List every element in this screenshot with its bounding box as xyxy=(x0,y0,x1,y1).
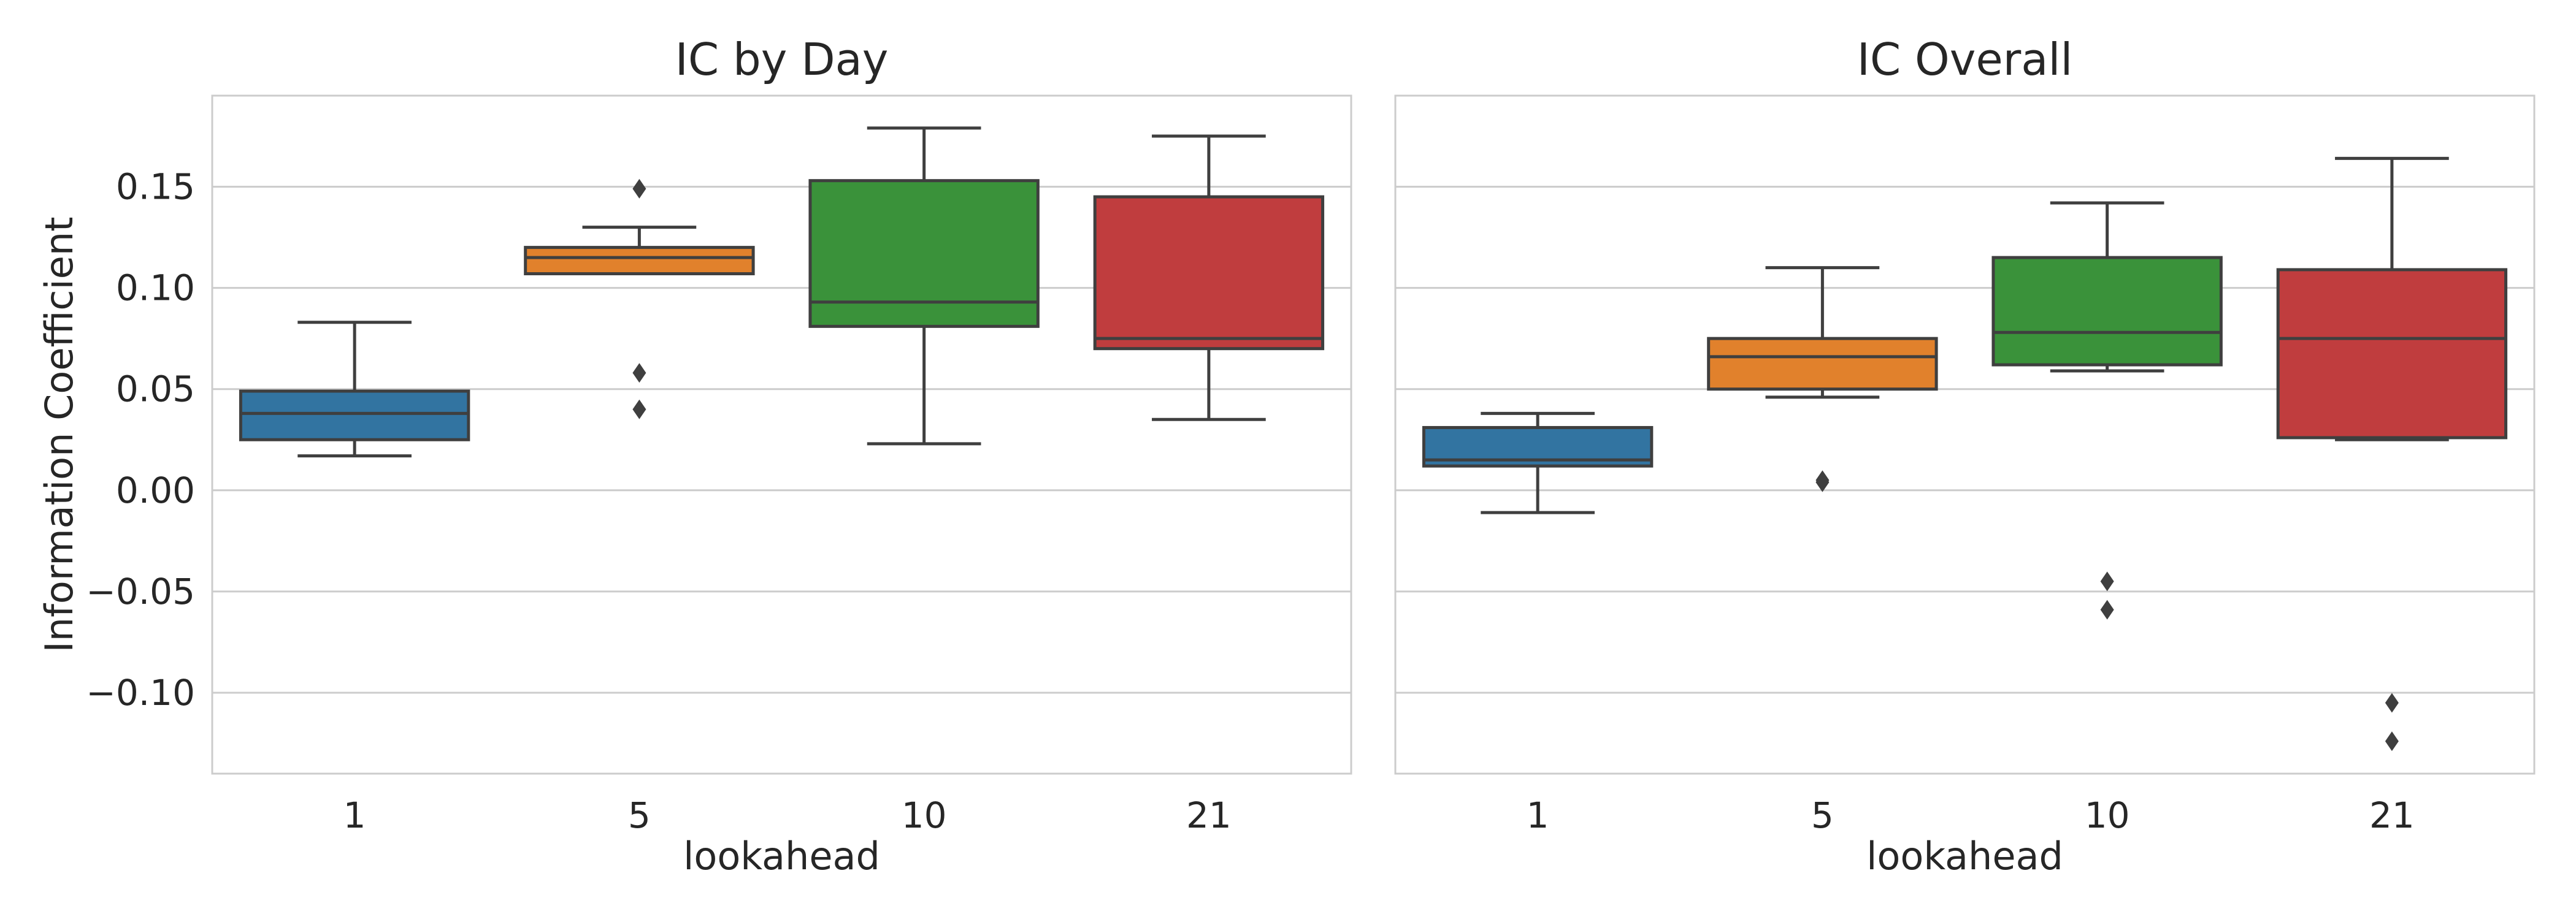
x-axis-label: lookahead xyxy=(1866,834,2063,878)
outlier-point xyxy=(1815,472,1830,492)
box-iqr xyxy=(808,179,1040,328)
box-21 xyxy=(1093,134,1325,421)
plot-frame xyxy=(211,94,1352,775)
outlier-point xyxy=(2385,731,2399,752)
outlier-point xyxy=(2100,571,2114,592)
box-10 xyxy=(1991,201,2223,620)
x-axis-label: lookahead xyxy=(683,834,880,878)
chart-title: IC by Day xyxy=(675,34,889,85)
outlier-point xyxy=(632,399,646,419)
y-tick-label: 0.00 xyxy=(116,470,195,511)
box-5 xyxy=(524,178,755,419)
x-tick-label: 5 xyxy=(628,794,651,836)
plot-frame xyxy=(1394,94,2536,775)
y-tick-label: −0.10 xyxy=(86,672,195,714)
x-tick-label: 1 xyxy=(1527,794,1549,836)
box-21 xyxy=(2276,156,2508,752)
x-tick-label: 10 xyxy=(902,794,947,836)
box-iqr xyxy=(1991,256,2223,367)
chart-panel-1: −0.10 −0.05 0.00 0.05 0.10 0.15 1 5 10 21 IC by Da… xyxy=(37,34,1352,878)
y-tick-label: 0.05 xyxy=(116,368,195,410)
y-tick-label: 0.15 xyxy=(116,166,195,208)
x-tick-label: 1 xyxy=(343,794,366,836)
outlier-point xyxy=(2100,600,2114,620)
box-iqr xyxy=(239,389,470,441)
x-tick-label: 21 xyxy=(2369,794,2415,836)
box-1 xyxy=(1422,411,1654,514)
box-iqr xyxy=(1093,195,1325,351)
box-1 xyxy=(239,321,470,458)
box-10 xyxy=(808,126,1040,446)
x-tick-label: 5 xyxy=(1811,794,1834,836)
outlier-point xyxy=(632,178,646,199)
box-5 xyxy=(1707,266,1938,492)
y-axis-label: Information Coefficient xyxy=(37,217,82,653)
outlier-point xyxy=(2385,693,2399,713)
box-iqr xyxy=(2276,268,2508,440)
x-tick-label: 21 xyxy=(1186,794,1232,836)
chart-panel-2: 1 5 10 21 IC Overall lookahead xyxy=(1394,34,2536,878)
y-tick-label: 0.10 xyxy=(116,267,195,309)
chart-title: IC Overall xyxy=(1857,34,2073,85)
box-iqr xyxy=(524,246,755,276)
y-tick-label: −0.05 xyxy=(86,571,195,612)
box-iqr xyxy=(1707,337,1938,391)
outlier-point xyxy=(632,363,646,383)
x-tick-label: 10 xyxy=(2085,794,2130,836)
